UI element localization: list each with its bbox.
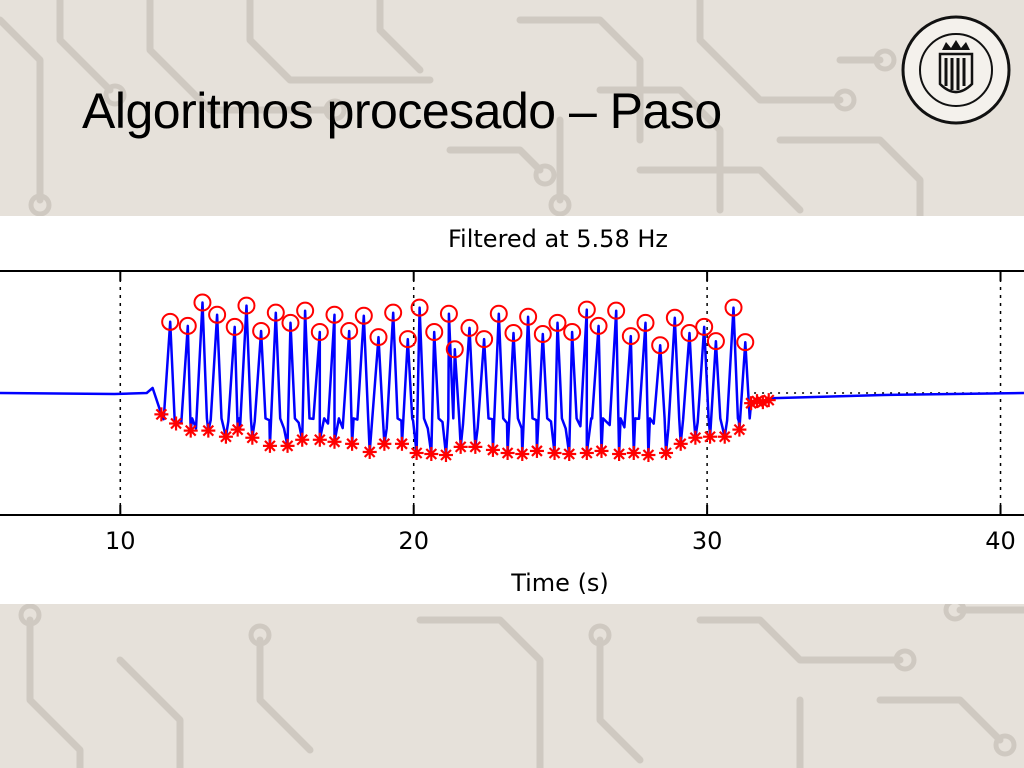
peak-marker	[621, 327, 640, 346]
x-tick-label: 30	[692, 527, 723, 555]
peak-marker	[636, 313, 655, 332]
peak-marker	[161, 312, 180, 331]
peak-marker	[504, 324, 523, 343]
peak-marker	[384, 303, 403, 322]
valley-marker	[717, 429, 732, 444]
valley-marker	[468, 439, 483, 454]
peak-marker	[340, 321, 359, 340]
peak-marker	[724, 298, 743, 317]
valley-marker	[732, 422, 747, 437]
peak-marker	[237, 296, 256, 315]
valley-marker	[500, 445, 515, 460]
valley-marker	[295, 432, 310, 447]
peak-marker	[445, 340, 464, 359]
peak-marker	[225, 317, 244, 336]
peak-marker	[178, 316, 197, 335]
valley-marker	[547, 445, 562, 460]
peak-marker	[736, 333, 755, 352]
peak-marker	[208, 305, 227, 324]
peak-marker	[425, 323, 444, 341]
valley-marker	[169, 416, 184, 431]
x-tick-label: 10	[105, 527, 136, 555]
peak-marker	[296, 301, 315, 320]
peak-marker	[398, 330, 417, 349]
valley-marker	[529, 443, 544, 458]
valley-marker	[579, 445, 594, 460]
tick-layer: 10 20 30 40	[105, 271, 1016, 555]
peak-marker	[577, 300, 596, 319]
valley-marker	[626, 445, 641, 460]
peak-marker	[695, 317, 714, 336]
peak-marker	[460, 318, 479, 337]
valley-marker	[438, 448, 453, 463]
valley-marker	[201, 423, 216, 438]
valley-marker	[154, 407, 169, 422]
peak-marker	[475, 330, 494, 349]
valley-marker	[673, 436, 688, 451]
peak-marker	[281, 313, 300, 332]
marker-layer	[154, 293, 776, 463]
valley-marker	[218, 429, 233, 444]
peak-marker	[369, 328, 388, 347]
peak-marker	[252, 321, 271, 340]
valley-marker	[515, 447, 530, 461]
valley-marker	[327, 434, 342, 449]
valley-marker	[362, 444, 377, 459]
valley-marker	[612, 447, 627, 461]
peak-marker	[410, 298, 429, 317]
valley-marker	[641, 448, 656, 463]
valley-marker	[594, 443, 609, 458]
peak-marker	[266, 303, 285, 322]
peak-marker	[193, 293, 212, 312]
x-tick-label: 20	[398, 527, 429, 555]
valley-marker	[280, 438, 295, 453]
filtered-signal-chart: 10 20 30 40 Filtered at 5.58 Hz Time (s)	[0, 225, 1024, 597]
x-tick-label: 40	[985, 527, 1016, 555]
peak-marker	[680, 324, 699, 343]
valley-marker	[688, 430, 703, 445]
peak-marker	[489, 304, 508, 323]
chart-title: Filtered at 5.58 Hz	[448, 225, 668, 253]
valley-marker	[394, 436, 409, 451]
peak-marker	[548, 313, 567, 332]
peak-marker	[354, 306, 373, 325]
peak-marker	[310, 323, 329, 341]
peak-marker	[533, 325, 552, 344]
valley-marker	[409, 445, 424, 460]
valley-marker	[245, 430, 260, 445]
peak-marker	[706, 332, 725, 351]
valley-marker	[377, 436, 392, 451]
valley-marker	[230, 422, 245, 437]
valley-marker	[703, 429, 718, 444]
valley-marker	[485, 442, 500, 457]
valley-marker	[262, 438, 277, 453]
peak-marker	[651, 336, 670, 355]
valley-marker	[562, 447, 577, 461]
peak-marker	[589, 316, 608, 335]
university-seal-logo	[901, 15, 1011, 125]
peak-marker	[325, 305, 344, 324]
peak-marker	[607, 301, 626, 320]
peak-marker	[519, 307, 538, 326]
valley-marker	[424, 447, 439, 461]
x-axis-label: Time (s)	[510, 569, 609, 597]
figure-panel: 10 20 30 40 Filtered at 5.58 Hz Time (s)	[0, 216, 1024, 604]
peak-marker	[665, 308, 684, 327]
valley-marker	[761, 393, 776, 408]
peak-marker	[563, 323, 582, 341]
valley-marker	[312, 432, 327, 447]
valley-marker	[453, 439, 468, 454]
valley-marker	[183, 423, 198, 438]
slide-title: Algoritmos procesado – Paso	[82, 83, 722, 139]
peak-marker	[439, 304, 458, 323]
valley-marker	[659, 445, 674, 460]
valley-marker	[345, 436, 360, 451]
